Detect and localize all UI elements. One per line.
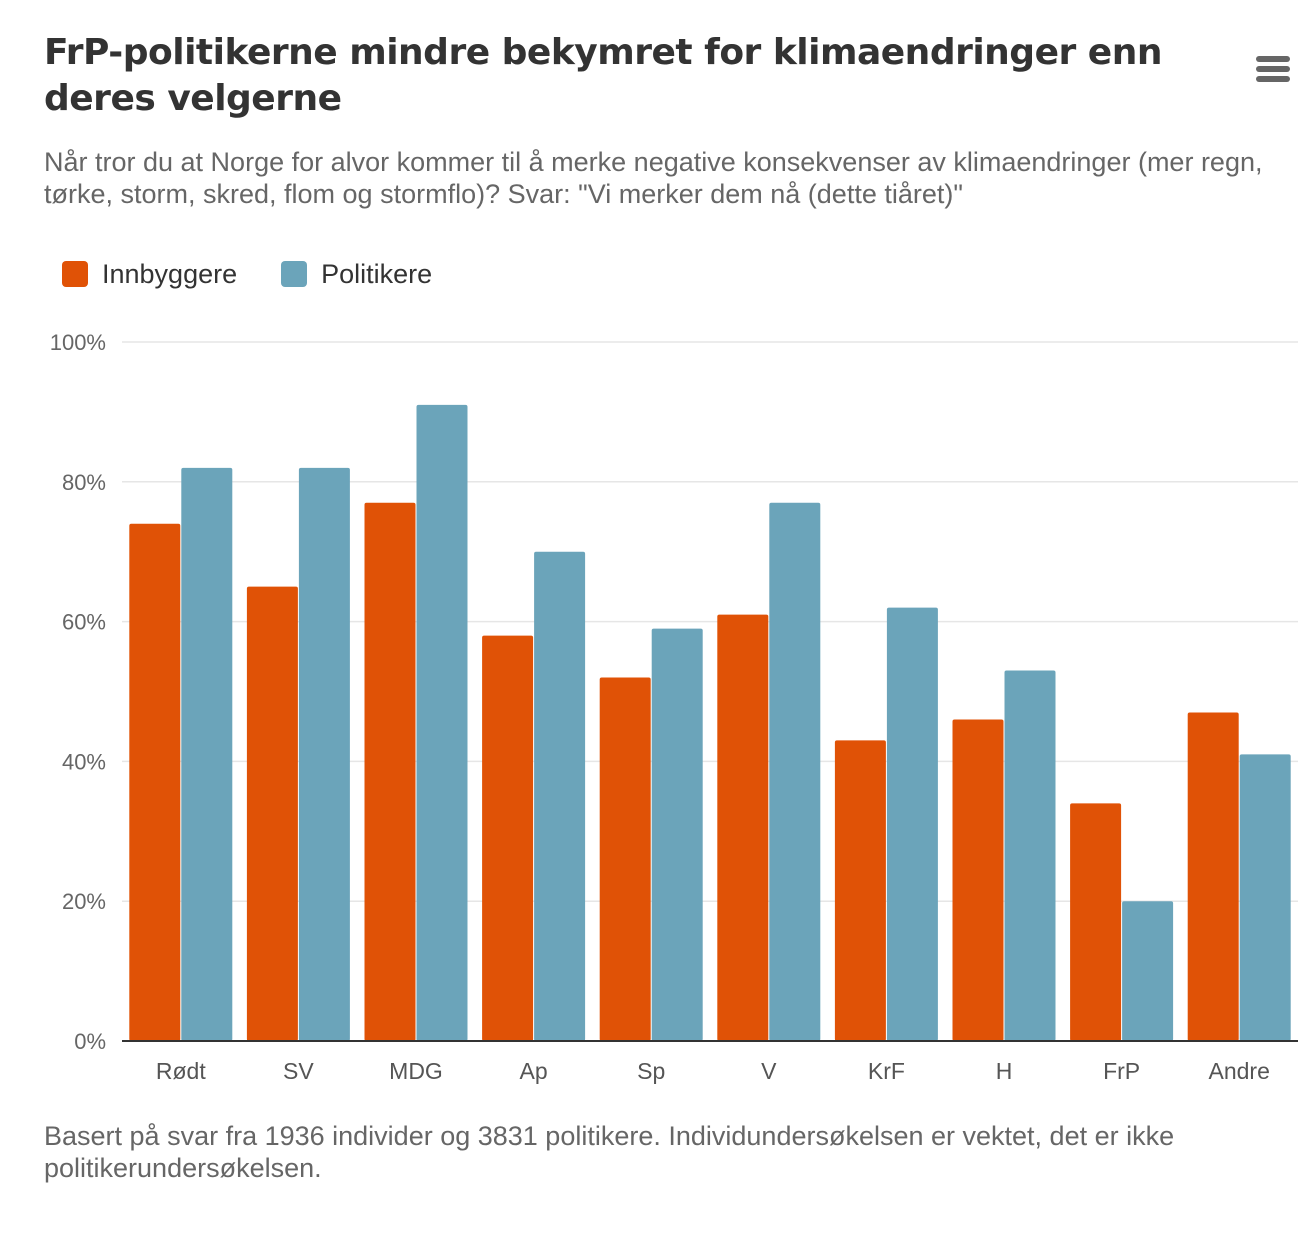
legend-label-politikere: Politikere [321, 258, 433, 289]
chart-title: FrP-politikerne mindre bekymret for klim… [44, 32, 1162, 119]
legend-swatch-innbyggere [62, 261, 88, 287]
grid-lines [122, 341, 1298, 902]
bar-politikere-sp[interactable]: Sp — Politikere: 59% [651, 628, 703, 1041]
bar-innbyggere-mdg[interactable]: MDG — Innbyggere: 77% [364, 502, 416, 1041]
chart-subtitle: Når tror du at Norge for alvor kommer ti… [44, 147, 1263, 209]
bar-politikere-h[interactable]: H — Politikere: 53% [1004, 670, 1056, 1041]
y-tick-label: 100% [50, 330, 106, 355]
legend-item-innbyggere[interactable]: Innbyggere [62, 259, 237, 290]
bars: Rødt — Innbyggere: 74%Rødt — Politikere:… [129, 404, 1291, 1041]
bar-innbyggere-ap[interactable]: Ap — Innbyggere: 58% [482, 635, 534, 1041]
bar-chart: 0% 20% 40% 60% 80% 100% Rødt — Innbyggere: 74… [50, 330, 1298, 1084]
y-tick-label: 20% [62, 889, 106, 914]
bar-politikere-mdg[interactable]: MDG — Politikere: 91% [416, 404, 468, 1041]
y-axis-tick-labels: 0% 20% 40% 60% 80% 100% [50, 330, 106, 1054]
x-category-label: MDG [389, 1058, 443, 1084]
y-tick-label: 60% [62, 610, 106, 635]
bar-innbyggere-sp[interactable]: Sp — Innbyggere: 52% [599, 677, 651, 1041]
bar-innbyggere-sv[interactable]: SV — Innbyggere: 65% [246, 586, 298, 1041]
bar-politikere-ap[interactable]: Ap — Politikere: 70% [534, 551, 586, 1041]
hamburger-menu-icon [1256, 56, 1290, 62]
chart-menu-button[interactable] [1248, 46, 1296, 90]
legend-label-innbyggere: Innbyggere [102, 258, 238, 289]
bar-innbyggere-h[interactable]: H — Innbyggere: 46% [952, 719, 1004, 1041]
y-tick-label: 80% [62, 470, 106, 495]
x-category-label: Andre [1209, 1058, 1270, 1084]
bar-politikere-frp[interactable]: FrP — Politikere: 20% [1122, 901, 1174, 1041]
bar-politikere-sv[interactable]: SV — Politikere: 82% [298, 467, 350, 1041]
bar-innbyggere-v[interactable]: V — Innbyggere: 61% [717, 614, 769, 1041]
x-category-label: Rødt [156, 1058, 206, 1084]
y-tick-label: 40% [62, 749, 106, 774]
chart-legend: Innbyggere Politikere [62, 254, 476, 294]
x-category-label: Sp [637, 1058, 665, 1084]
bar-politikere-andre[interactable]: Andre — Politikere: 41% [1239, 754, 1291, 1041]
bar-politikere-rødt[interactable]: Rødt — Politikere: 82% [181, 467, 233, 1041]
bar-innbyggere-krf[interactable]: KrF — Innbyggere: 43% [834, 740, 886, 1041]
x-category-label: KrF [868, 1058, 905, 1084]
hamburger-menu-icon [1256, 66, 1290, 72]
y-tick-label: 0% [74, 1029, 106, 1054]
bar-politikere-v[interactable]: V — Politikere: 77% [769, 502, 821, 1041]
bar-innbyggere-frp[interactable]: FrP — Innbyggere: 34% [1070, 803, 1122, 1041]
chart-caption: Basert på svar fra 1936 individer og 383… [44, 1121, 1175, 1183]
x-category-label: V [761, 1058, 777, 1084]
x-category-label: H [996, 1058, 1013, 1084]
x-category-label: Ap [520, 1058, 548, 1084]
legend-item-politikere[interactable]: Politikere [281, 259, 432, 290]
x-category-label: FrP [1103, 1058, 1140, 1084]
bar-politikere-krf[interactable]: KrF — Politikere: 62% [886, 607, 938, 1041]
x-category-label: SV [283, 1058, 314, 1084]
bar-innbyggere-andre[interactable]: Andre — Innbyggere: 47% [1187, 712, 1239, 1041]
hamburger-menu-icon [1256, 76, 1290, 82]
bar-innbyggere-rødt[interactable]: Rødt — Innbyggere: 74% [129, 523, 181, 1041]
legend-swatch-politikere [281, 261, 308, 287]
x-axis-category-labels: Rødt SV MDG Ap Sp V KrF H FrP Andre [156, 1058, 1270, 1084]
